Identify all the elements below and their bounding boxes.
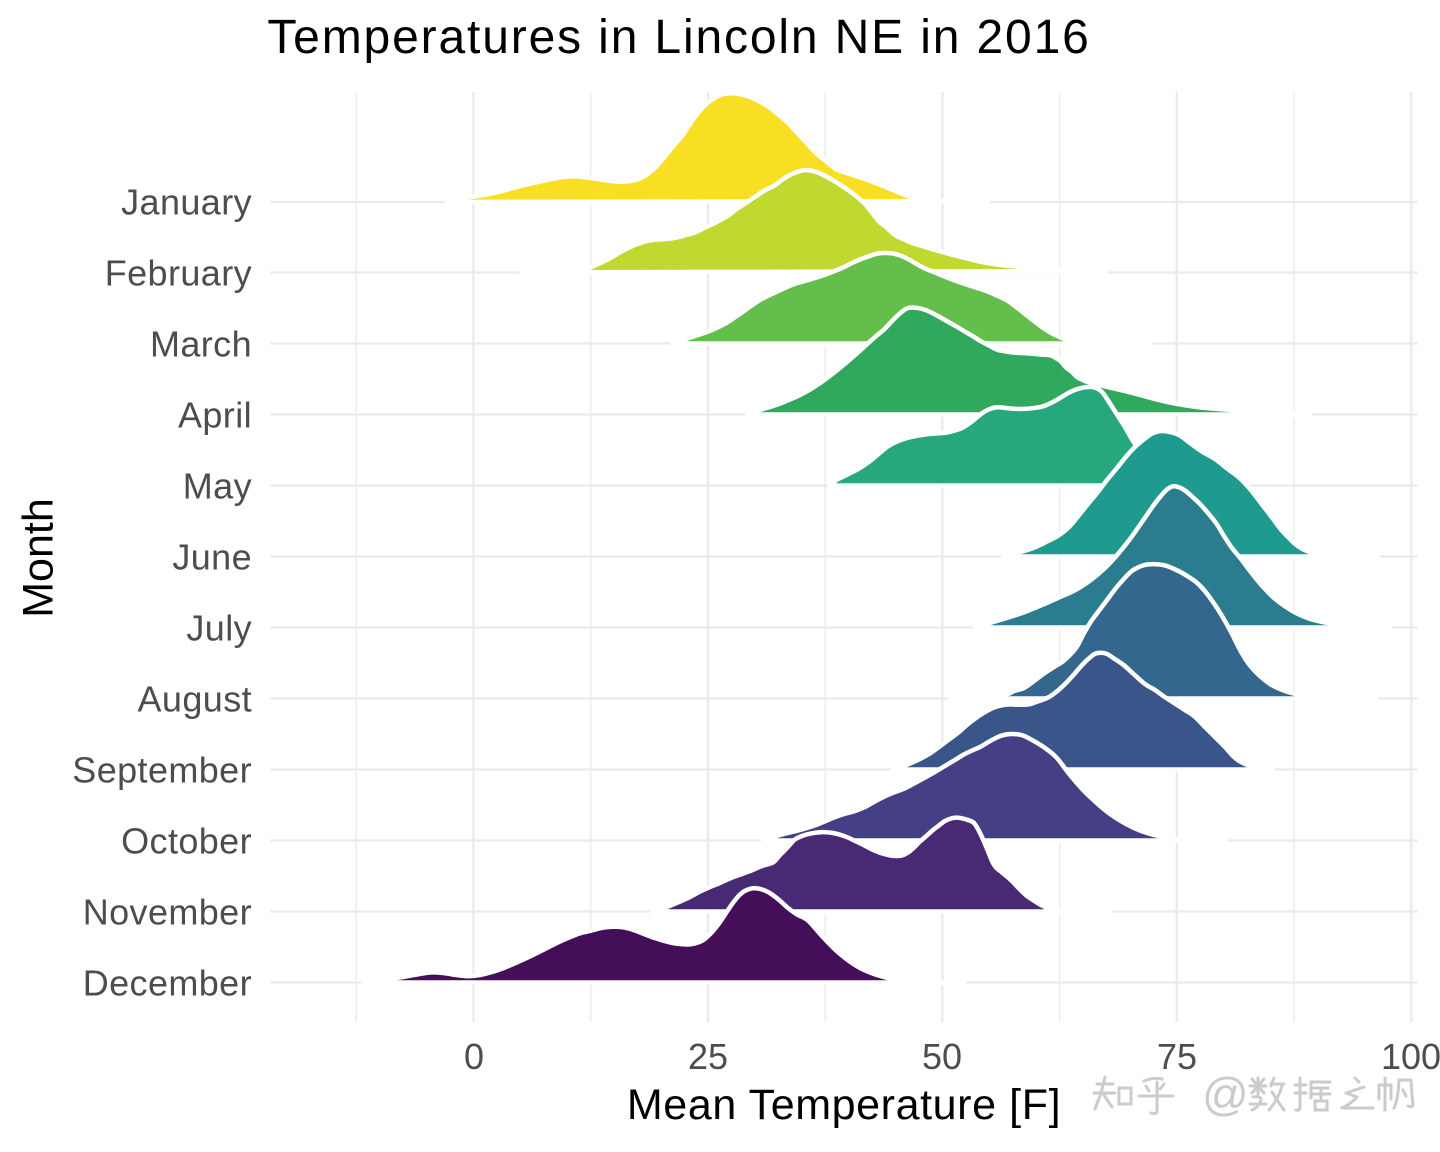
- svg-text:@: @: [1202, 1068, 1249, 1120]
